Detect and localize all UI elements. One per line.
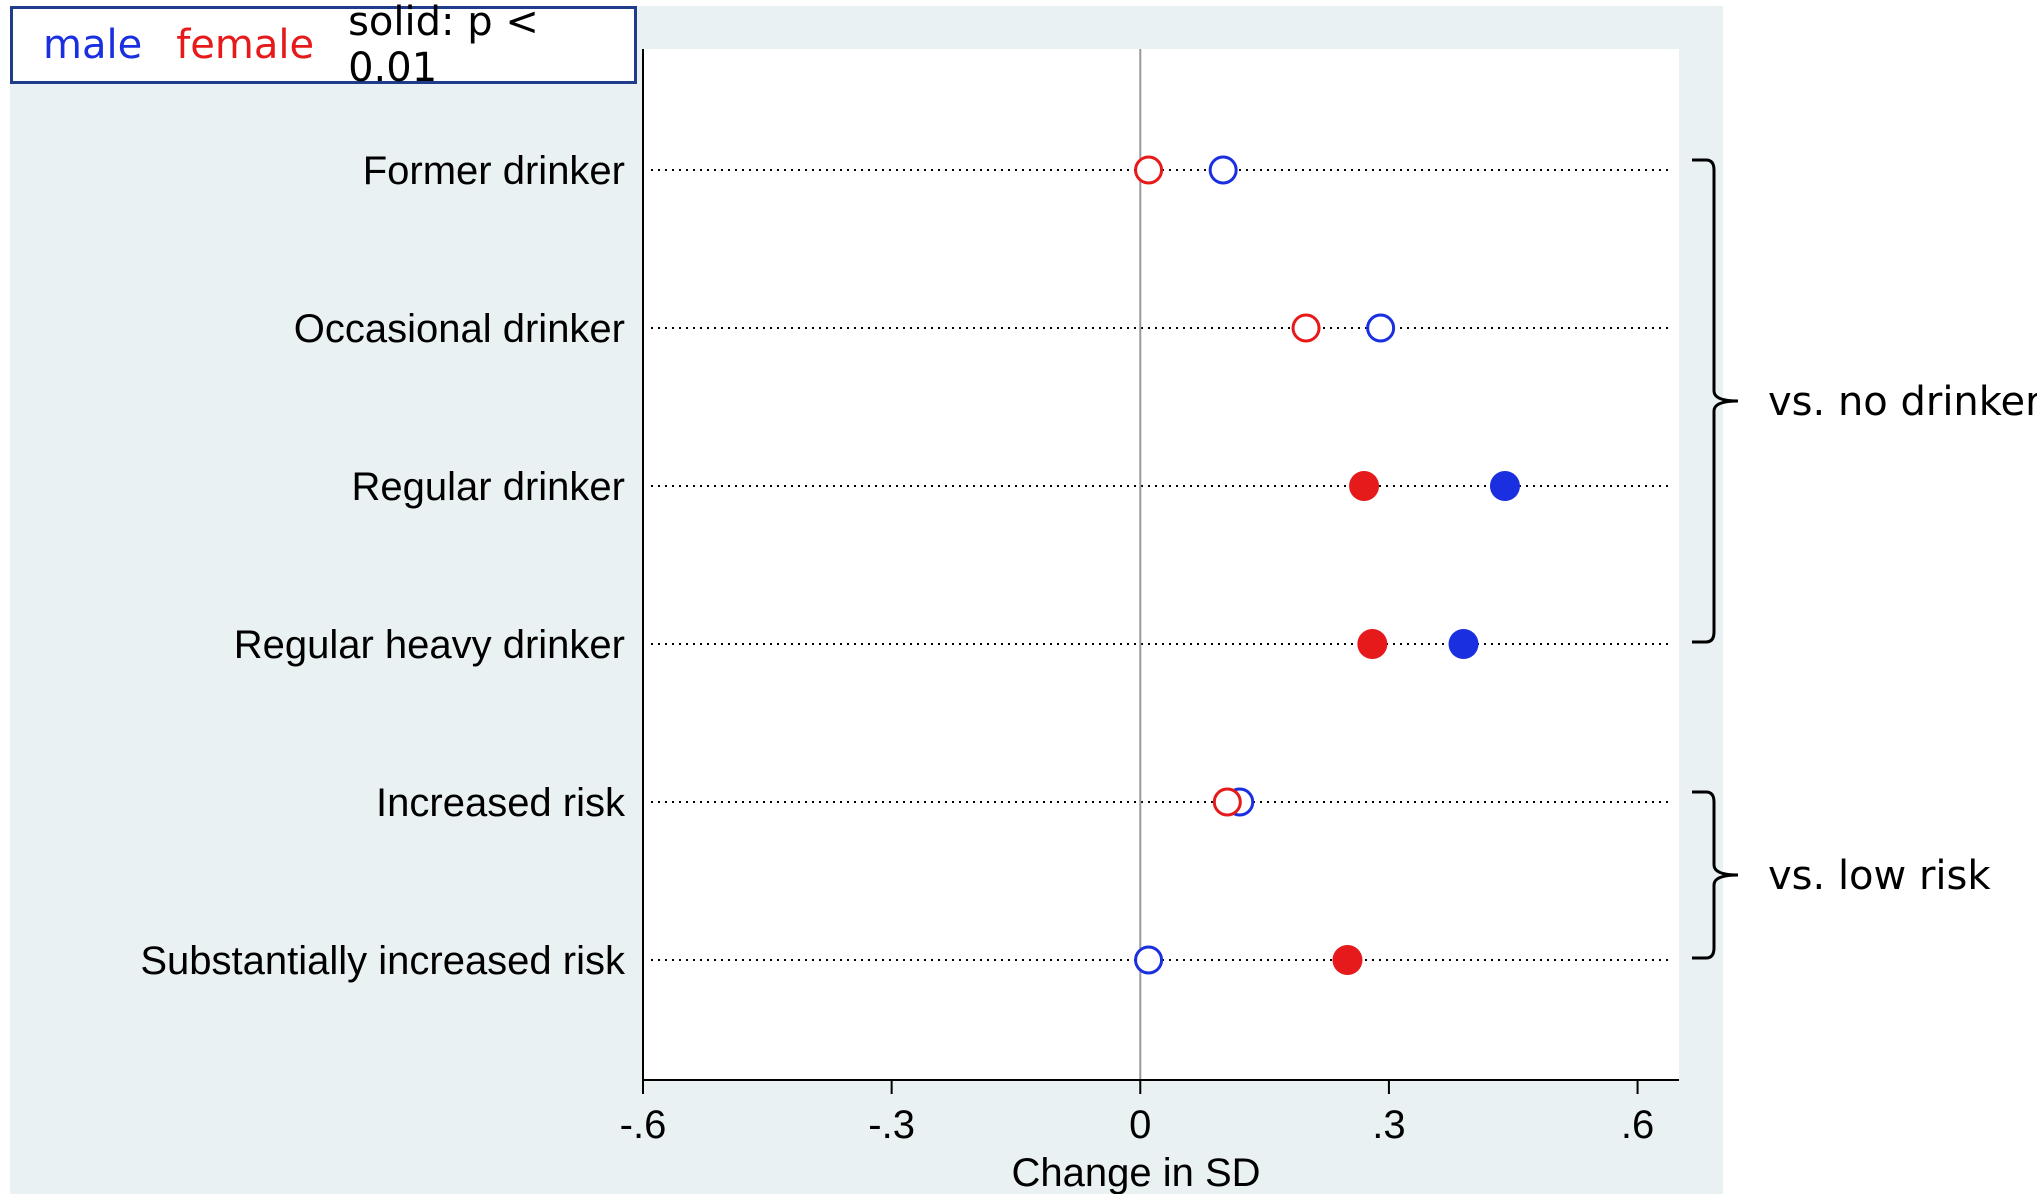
male-point xyxy=(1134,945,1164,975)
category-label: Occasional drinker xyxy=(294,307,625,351)
female-point xyxy=(1332,945,1363,975)
female-point xyxy=(1357,629,1388,659)
male-point xyxy=(1489,471,1520,501)
x-axis-title: Change in SD xyxy=(1011,1151,1260,1194)
male-point xyxy=(1208,155,1238,185)
legend-female: female xyxy=(176,22,315,68)
legend-male: male xyxy=(43,22,143,68)
x-tick-label: -.6 xyxy=(620,1103,667,1147)
female-point xyxy=(1212,787,1242,817)
category-label: Regular drinker xyxy=(352,465,625,509)
group-bracket xyxy=(1692,158,1739,644)
legend: male female solid: p < 0.01 xyxy=(10,0,637,91)
male-point xyxy=(1448,629,1479,659)
male-point xyxy=(1366,313,1396,343)
x-tick-label: .6 xyxy=(1621,1103,1654,1147)
female-point xyxy=(1349,471,1380,501)
group-label: vs. no drinker xyxy=(1768,379,2037,425)
category-label: Increased risk xyxy=(376,781,626,825)
legend-significance-note: solid: p < 0.01 xyxy=(348,0,539,91)
category-label: Substantially increased risk xyxy=(140,939,626,983)
female-point xyxy=(1134,155,1164,185)
plot-area xyxy=(643,49,1679,1080)
group-bracket xyxy=(1692,790,1739,960)
category-label: Former drinker xyxy=(363,149,625,193)
category-label: Regular heavy drinker xyxy=(234,623,625,667)
x-tick-label: .3 xyxy=(1372,1103,1405,1147)
female-point xyxy=(1291,313,1321,343)
x-tick-label: 0 xyxy=(1129,1103,1151,1147)
group-label: vs. low risk xyxy=(1768,853,1991,899)
x-tick-label: -.3 xyxy=(868,1103,915,1147)
